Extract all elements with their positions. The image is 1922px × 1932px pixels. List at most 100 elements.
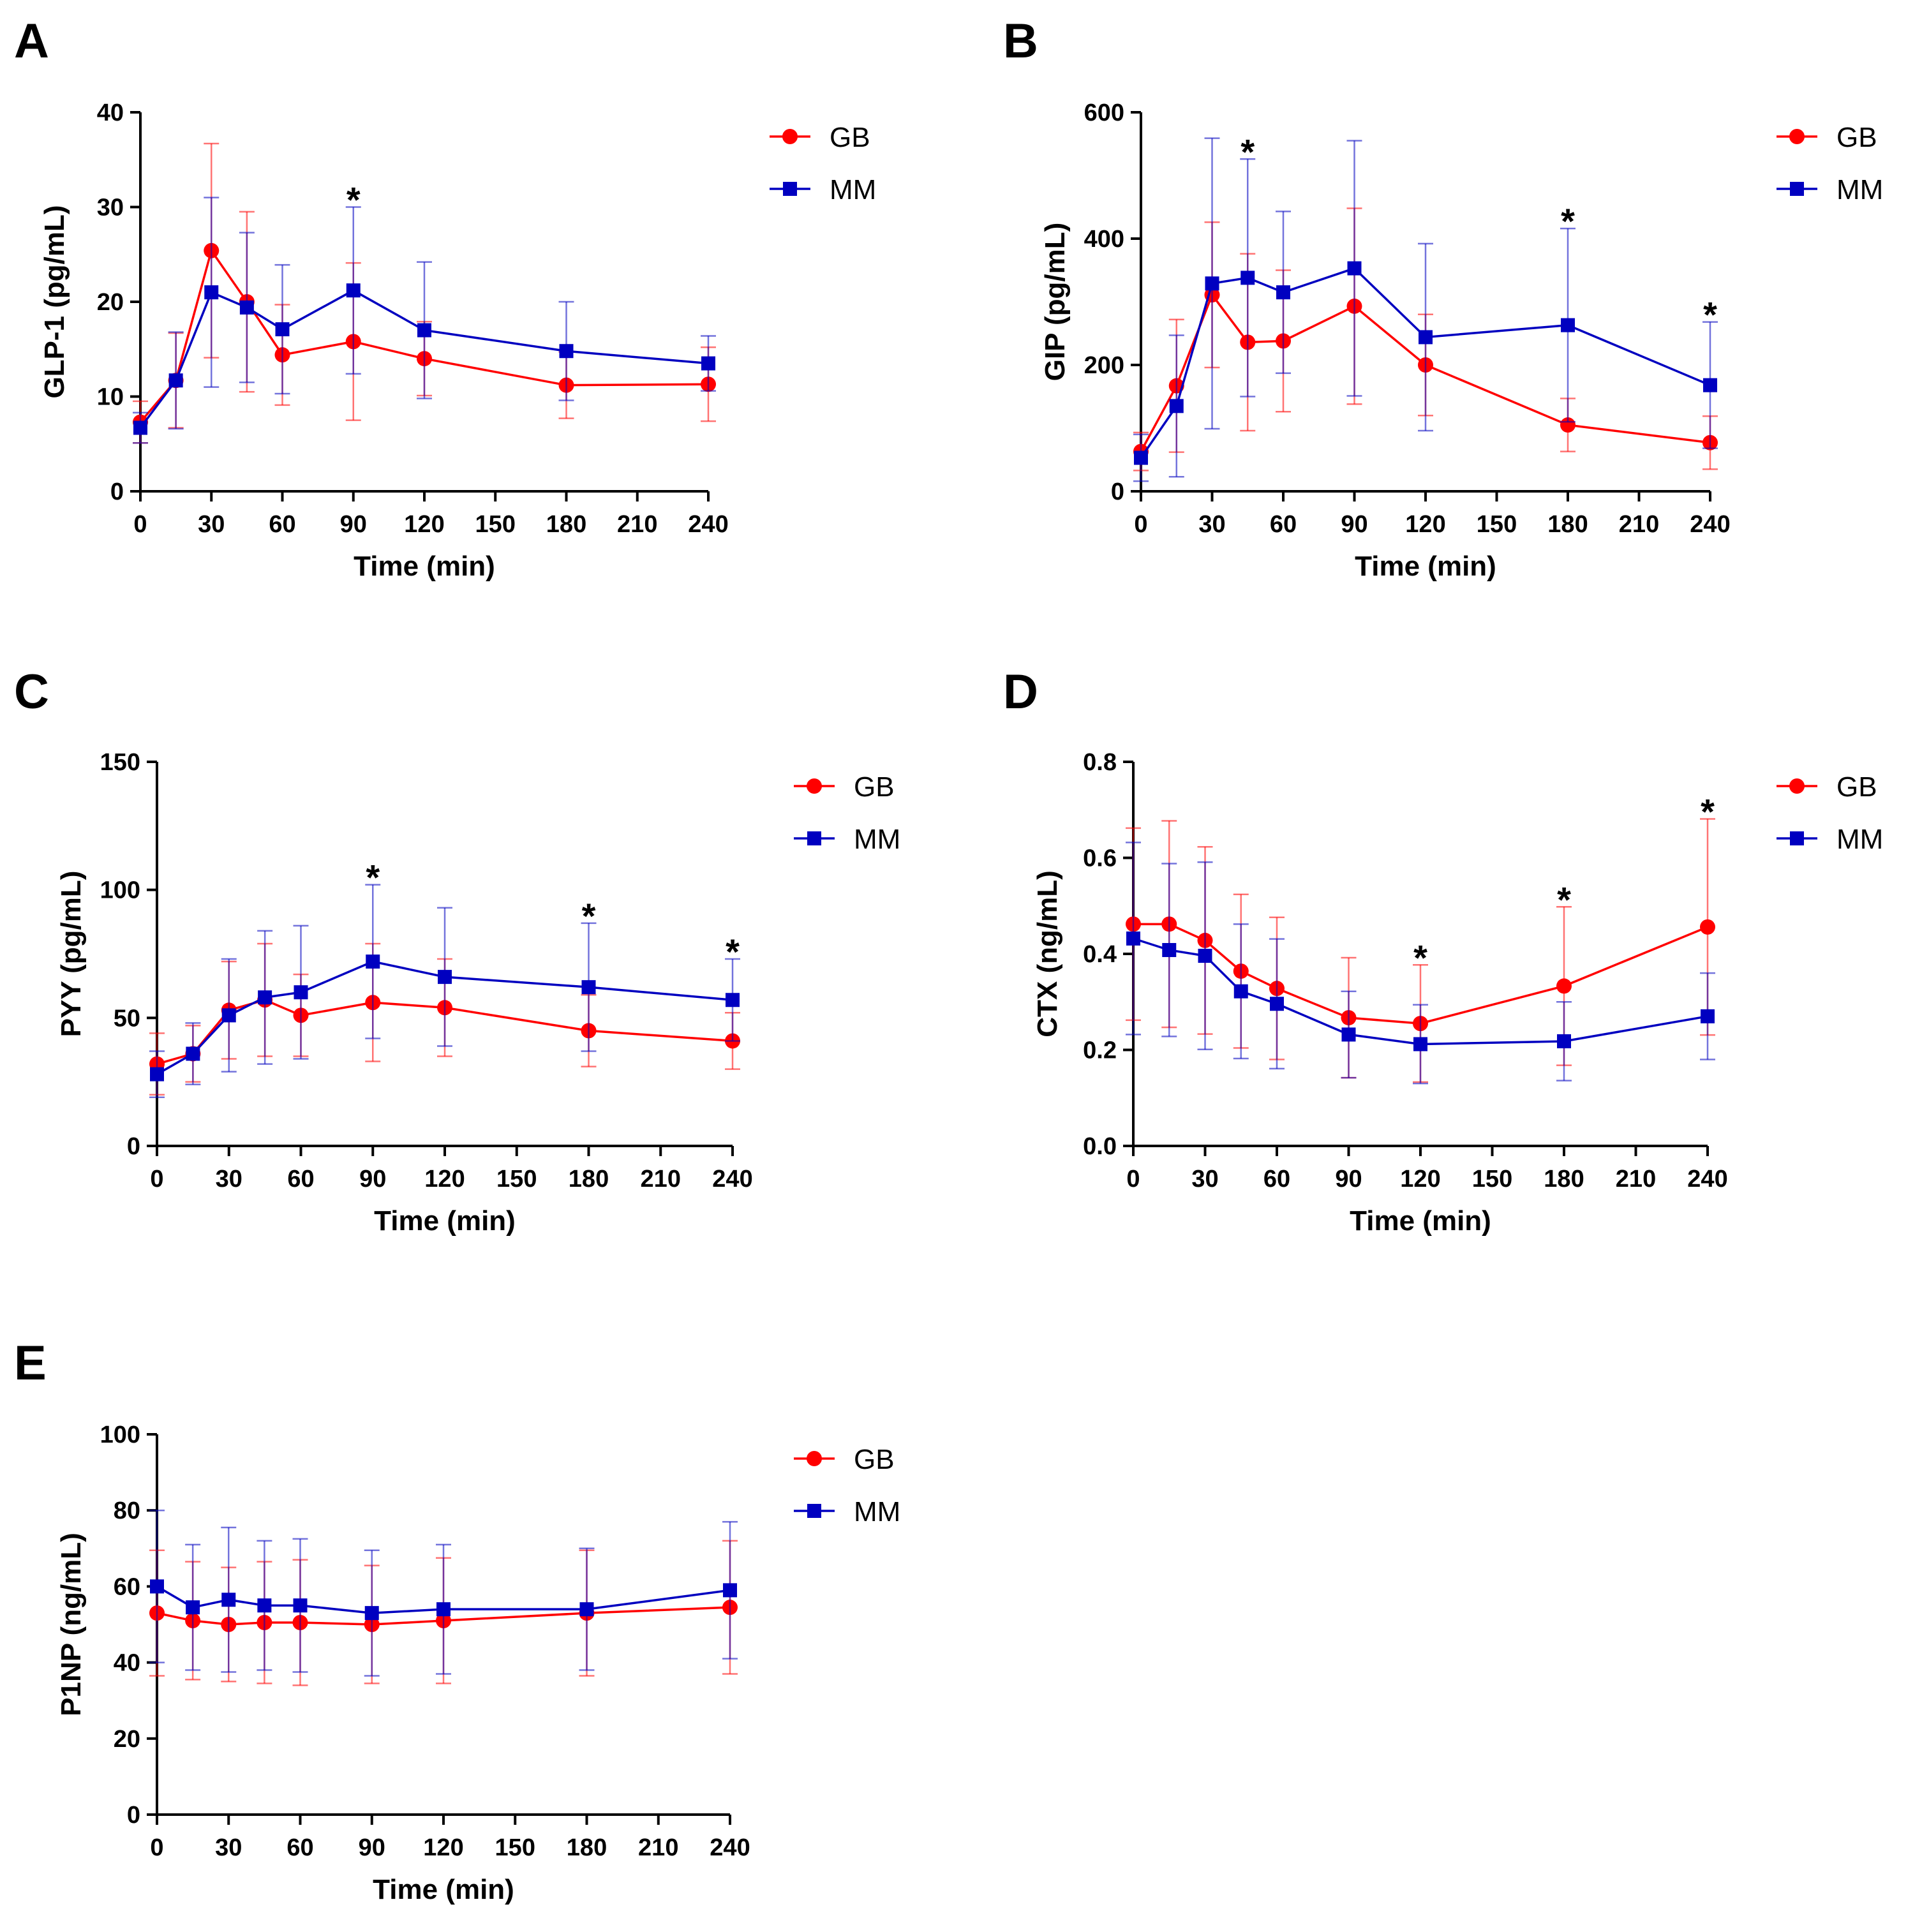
y-tick-label: 80 — [114, 1497, 140, 1524]
y-tick-label: 40 — [97, 100, 124, 126]
significance-star: * — [582, 896, 596, 936]
x-tick-label: 90 — [1335, 1166, 1362, 1193]
x-tick-label: 150 — [1477, 511, 1517, 538]
data-point-mm — [1205, 276, 1219, 291]
x-tick-label: 180 — [567, 1834, 607, 1861]
data-point-mm — [257, 1598, 272, 1613]
x-tick-label: 60 — [287, 1166, 314, 1193]
y-tick-label: 0 — [127, 1802, 140, 1829]
data-point-mm — [1561, 318, 1575, 332]
x-tick-label: 240 — [1687, 1166, 1727, 1193]
y-tick-label: 30 — [97, 195, 124, 221]
data-point-mm — [1233, 984, 1248, 999]
x-tick-label: 180 — [1544, 1166, 1584, 1193]
x-tick-label: 210 — [1616, 1166, 1656, 1193]
y-tick-label: 0.2 — [1083, 1037, 1117, 1064]
x-tick-label: 90 — [1341, 511, 1367, 538]
data-point-mm — [275, 322, 290, 337]
x-axis-title: Time (min) — [354, 551, 495, 582]
series-mm — [149, 884, 740, 1098]
y-axis-title: CTX (ng/mL) — [1032, 870, 1063, 1037]
legend-label: MM — [1836, 174, 1883, 205]
data-point-mm — [581, 980, 596, 995]
data-point-mm — [1276, 285, 1290, 300]
data-point-mm — [1240, 271, 1255, 285]
data-point-mm — [1341, 1027, 1356, 1042]
panel-b: B 0 200 400 600 0 30 60 90 120 150 180 210 240 Time (m… — [1003, 14, 1883, 582]
y-tick-label: 400 — [1084, 226, 1124, 253]
x-tick-label: 0 — [1134, 511, 1147, 538]
x-tick-label: 180 — [569, 1166, 609, 1193]
x-tick-label: 0 — [1126, 1166, 1140, 1193]
y-tick-label: 600 — [1084, 100, 1124, 126]
legend-marker — [782, 129, 798, 144]
x-tick-label: 150 — [475, 511, 516, 538]
series-mm — [133, 197, 716, 444]
panel-letter: D — [1003, 665, 1038, 719]
legend-item-mm: MM — [1777, 174, 1883, 205]
y-tick-label: 100 — [100, 1422, 140, 1448]
x-tick-label: 240 — [710, 1834, 750, 1861]
legend-label: MM — [1836, 824, 1883, 855]
data-point-mm — [366, 955, 380, 969]
x-tick-label: 0 — [150, 1166, 163, 1193]
x-tick-label: 240 — [712, 1166, 752, 1193]
legend-marker — [807, 778, 822, 794]
x-tick-label: 120 — [423, 1834, 463, 1861]
data-point-mm — [186, 1046, 200, 1061]
data-point-mm — [1270, 997, 1284, 1011]
y-tick-label: 0.8 — [1083, 749, 1117, 776]
data-point-mm — [436, 1602, 451, 1617]
x-tick-label: 150 — [495, 1834, 535, 1861]
legend-label: GB — [1836, 771, 1877, 803]
y-tick-label: 0.4 — [1083, 941, 1117, 968]
data-point-mm — [438, 970, 452, 985]
x-tick-label: 120 — [404, 511, 444, 538]
x-tick-label: 60 — [287, 1834, 313, 1861]
data-point-mm — [701, 356, 715, 371]
x-tick-label: 240 — [688, 511, 728, 538]
legend-marker — [807, 831, 821, 845]
data-point-mm — [221, 1008, 236, 1023]
y-tick-label: 0 — [127, 1133, 140, 1160]
legend-item-gb: GB — [1777, 122, 1877, 153]
data-point-mm — [1557, 1034, 1571, 1048]
legend-item-mm: MM — [770, 174, 876, 205]
x-tick-label: 0 — [150, 1834, 163, 1861]
significance-star: * — [1703, 295, 1717, 335]
significance-star: * — [366, 858, 380, 898]
y-tick-label: 0.0 — [1083, 1133, 1117, 1160]
data-point-gb — [1556, 978, 1572, 994]
x-tick-label: 60 — [1263, 1166, 1290, 1193]
data-point-mm — [559, 344, 574, 359]
legend-item-mm: MM — [794, 1496, 900, 1527]
data-point-mm — [1134, 450, 1148, 465]
legend-label: GB — [1836, 122, 1877, 153]
legend-label: MM — [854, 824, 900, 855]
x-tick-label: 120 — [1405, 511, 1445, 538]
data-point-mm — [723, 1583, 737, 1598]
y-tick-label: 10 — [97, 384, 124, 411]
x-tick-label: 60 — [269, 511, 295, 538]
data-point-mm — [133, 420, 147, 435]
y-tick-label: 100 — [100, 877, 140, 904]
data-point-mm — [204, 285, 219, 300]
data-point-mm — [150, 1579, 164, 1594]
data-point-mm — [1162, 942, 1177, 957]
data-point-mm — [1701, 1009, 1715, 1023]
panel-a: A 0 10 20 30 40 0 30 60 90 120 150 180 210 240 Time (mi… — [14, 14, 876, 582]
panel-d: D 0.0 0.2 0.4 0.6 0.8 0 30 60 90 120 150 180 210 240 Ti… — [1003, 665, 1883, 1237]
data-point-mm — [221, 1593, 236, 1607]
legend-marker — [1789, 778, 1805, 794]
y-axis-title: GIP (pg/mL) — [1039, 223, 1071, 382]
x-tick-label: 30 — [198, 511, 225, 538]
legend-marker — [807, 1451, 822, 1466]
data-point-mm — [239, 300, 254, 315]
x-tick-label: 120 — [1400, 1166, 1440, 1193]
data-point-mm — [186, 1600, 200, 1615]
series-mm — [1133, 137, 1718, 482]
data-point-mm — [364, 1606, 379, 1621]
x-tick-label: 180 — [1547, 511, 1588, 538]
x-tick-label: 30 — [1198, 511, 1225, 538]
